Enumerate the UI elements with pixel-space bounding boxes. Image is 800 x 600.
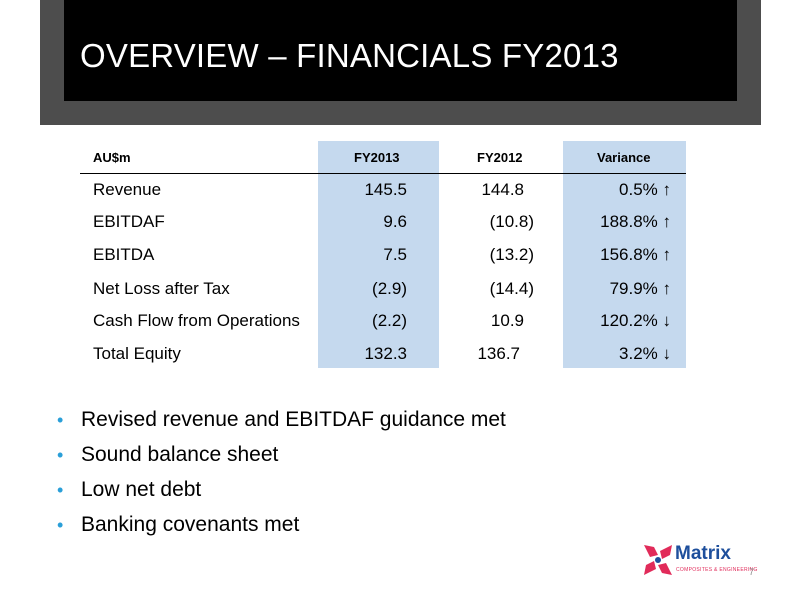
row-fy2013: 9.6 [383, 212, 407, 231]
header-fy2012: FY2012 [477, 150, 523, 165]
header-currency: AU$m [93, 150, 131, 165]
row-fy2012: (10.8) [489, 212, 534, 231]
bullet-dot-icon: • [57, 410, 64, 430]
bullet-list: • Revised revenue and EBITDAF guidance me… [57, 407, 506, 547]
header-variance: Variance [597, 150, 651, 165]
row-variance: 156.8% ↑ [600, 245, 671, 264]
fy2013-column-highlight [318, 141, 439, 368]
logo-tagline: COMPOSITES & ENGINEERING [676, 567, 758, 573]
bullet-text: Banking covenants met [81, 513, 300, 536]
row-fy2013: 145.5 [364, 180, 407, 199]
page-number: 7 [749, 567, 755, 577]
row-label: Net Loss after Tax [93, 279, 230, 298]
row-label: Revenue [93, 180, 162, 199]
list-item: • Sound balance sheet [57, 442, 506, 477]
row-variance: 120.2% ↓ [600, 311, 671, 330]
row-label: Cash Flow from Operations [93, 311, 300, 330]
bullet-text: Revised revenue and EBITDAF guidance met [81, 408, 506, 431]
row-fy2012: 144.8 [481, 180, 524, 199]
header-rule [80, 173, 686, 174]
row-label: Total Equity [93, 344, 181, 363]
variance-column-highlight [563, 141, 686, 368]
row-fy2013: 132.3 [364, 344, 407, 363]
row-fy2012: 10.9 [490, 311, 524, 330]
bullet-dot-icon: • [57, 515, 64, 535]
row-variance: 188.8% ↑ [600, 212, 671, 231]
row-variance: 79.9% ↑ [609, 279, 671, 298]
bullet-dot-icon: • [57, 445, 64, 465]
matrix-star-icon [644, 545, 672, 575]
logo-wordmark: Matrix [675, 543, 731, 564]
row-fy2013: (2.9) [372, 279, 407, 298]
row-variance: 3.2% ↓ [619, 344, 671, 363]
bullet-text: Sound balance sheet [81, 443, 279, 466]
bullet-dot-icon: • [57, 480, 64, 500]
bullet-text: Low net debt [81, 478, 202, 501]
row-fy2012: (13.2) [489, 245, 534, 264]
row-label: EBITDA [93, 245, 155, 264]
company-logo: Matrix COMPOSITES & ENGINEERING [642, 543, 757, 579]
slide-title: OVERVIEW – FINANCIALS FY2013 [80, 37, 619, 74]
row-label: EBITDAF [93, 212, 165, 231]
row-variance: 0.5% ↑ [619, 180, 671, 199]
header-box [64, 0, 737, 101]
list-item: • Banking covenants met [57, 512, 506, 547]
list-item: • Revised revenue and EBITDAF guidance me… [57, 407, 506, 442]
header-fy2013: FY2013 [354, 150, 400, 165]
row-fy2012: (14.4) [489, 279, 534, 298]
row-fy2013: (2.2) [372, 311, 407, 330]
row-fy2012: 136.7 [477, 344, 520, 363]
row-fy2013: 7.5 [383, 245, 407, 264]
list-item: • Low net debt [57, 477, 506, 512]
